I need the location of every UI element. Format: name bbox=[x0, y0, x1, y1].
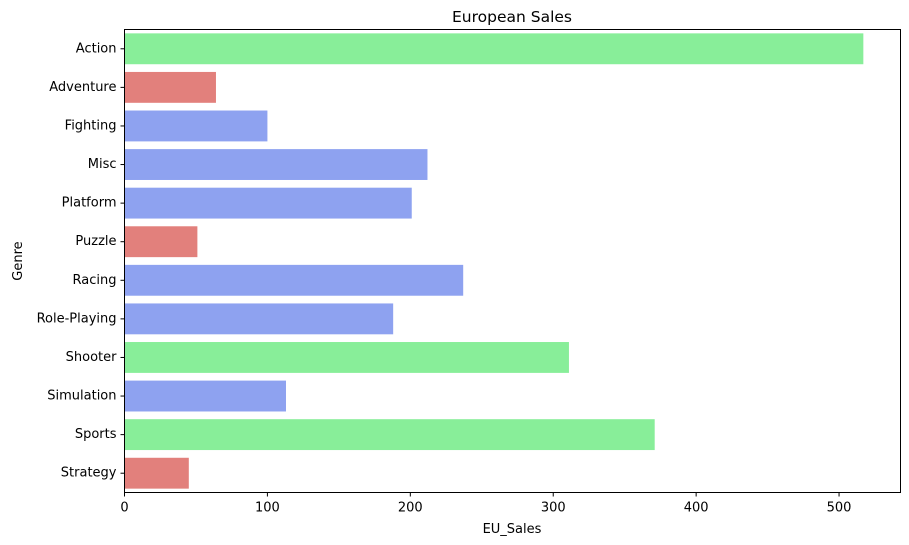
y-tick-label: Shooter bbox=[66, 350, 117, 365]
y-tick-label: Role-Playing bbox=[37, 311, 117, 326]
plot-area bbox=[124, 33, 864, 489]
bar-puzzle bbox=[124, 226, 198, 258]
x-tick-label: 200 bbox=[398, 501, 423, 516]
y-tick-label: Strategy bbox=[61, 466, 117, 481]
x-axis-label: EU_Sales bbox=[483, 522, 542, 537]
bar-role-playing bbox=[124, 303, 394, 335]
y-tick-label: Racing bbox=[73, 273, 117, 288]
bar-fighting bbox=[124, 110, 268, 142]
bar-action bbox=[124, 33, 864, 65]
bar-simulation bbox=[124, 380, 286, 412]
y-tick-label: Puzzle bbox=[75, 234, 116, 249]
x-axis-ticks: 0 100 200 300 400 500 bbox=[120, 492, 852, 516]
plot-frame bbox=[124, 29, 901, 493]
x-tick-label: 500 bbox=[827, 501, 852, 516]
y-axis-label: Genre bbox=[11, 241, 26, 280]
bar-adventure bbox=[124, 71, 216, 103]
bar-racing bbox=[124, 264, 464, 296]
chart-title: European Sales bbox=[452, 8, 572, 26]
y-tick-label: Simulation bbox=[47, 389, 116, 404]
bar-platform bbox=[124, 187, 412, 219]
x-tick-label: 100 bbox=[255, 501, 280, 516]
bar-shooter bbox=[124, 342, 569, 373]
bar-misc bbox=[124, 149, 428, 180]
y-tick-label: Platform bbox=[62, 196, 117, 211]
x-tick-label: 400 bbox=[684, 501, 709, 516]
y-axis-ticks: Action Adventure Fighting Misc Platform Puzzl… bbox=[37, 41, 125, 481]
x-tick-label: 0 bbox=[120, 501, 128, 516]
bar-sports bbox=[124, 419, 655, 451]
y-tick-label: Adventure bbox=[49, 80, 116, 95]
y-tick-label: Action bbox=[76, 41, 117, 56]
bar-strategy bbox=[124, 457, 189, 489]
y-tick-label: Fighting bbox=[65, 118, 117, 133]
y-tick-label: Sports bbox=[75, 427, 117, 442]
x-tick-label: 300 bbox=[541, 501, 566, 516]
y-tick-label: Misc bbox=[88, 157, 117, 172]
